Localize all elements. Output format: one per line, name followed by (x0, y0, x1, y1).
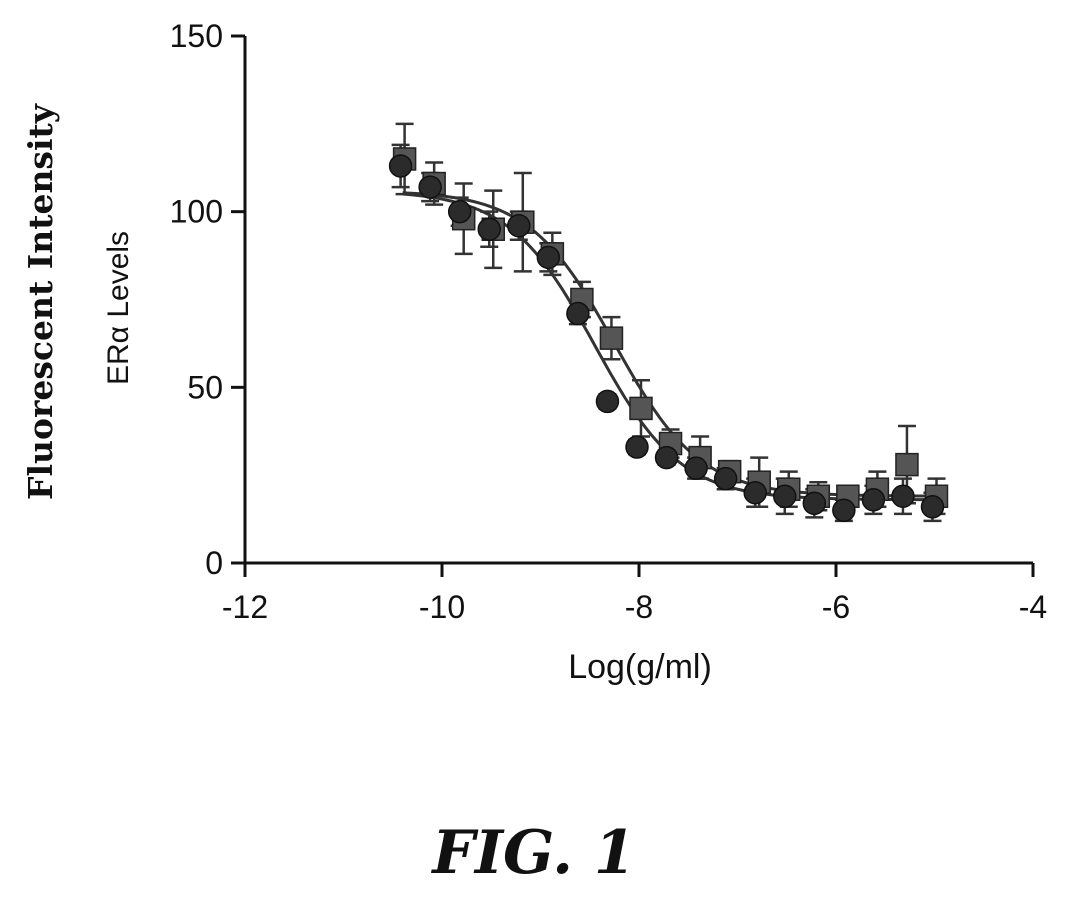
x-tick-label: -12 (222, 589, 268, 625)
data-point-circle (566, 301, 590, 326)
data-point-circle (477, 217, 501, 241)
data-point-circle (654, 445, 679, 470)
y-tick-label: 150 (170, 18, 223, 54)
data-point-circle (684, 456, 708, 480)
data-point-circle (743, 480, 767, 505)
y-axis-title-secondary: ERα Levels (102, 231, 135, 385)
axes (243, 36, 1033, 565)
data-point-circle (861, 488, 886, 512)
data-point-circle (802, 491, 827, 516)
data-point-square (629, 396, 653, 421)
data-point-square (895, 452, 919, 477)
data-point-circle (595, 389, 620, 414)
data-point-circle (447, 199, 472, 224)
x-tick-label: -6 (822, 589, 850, 625)
x-tick-label: -8 (625, 589, 653, 625)
y-tick-label: 0 (205, 545, 223, 581)
figure-caption: FIG. 1 (432, 818, 636, 888)
data-point-square (599, 326, 624, 350)
data-point-circle (891, 484, 915, 508)
data-point-circle (388, 154, 413, 178)
y-tick-label: 50 (187, 369, 223, 405)
tick-marks: 0 50 100 150 -12 -10 -8 -6 -4 (170, 18, 1048, 625)
data-point-circle (625, 435, 649, 459)
data-point-circle (507, 213, 531, 238)
data-point-circle (773, 484, 797, 508)
data-points (388, 147, 949, 523)
data-point-circle (536, 245, 561, 270)
data-point-circle (713, 466, 738, 491)
data-point-circle (418, 175, 442, 199)
data-point-circle (920, 495, 945, 519)
x-axis-title: Log(g/ml) (568, 648, 712, 686)
x-tick-label: -10 (419, 589, 465, 625)
data-point-circle (832, 498, 856, 523)
y-tick-label: 100 (170, 194, 223, 230)
y-axis-title-primary: Fluorescent Intensity (21, 103, 60, 500)
x-tick-label: -4 (1019, 589, 1047, 625)
